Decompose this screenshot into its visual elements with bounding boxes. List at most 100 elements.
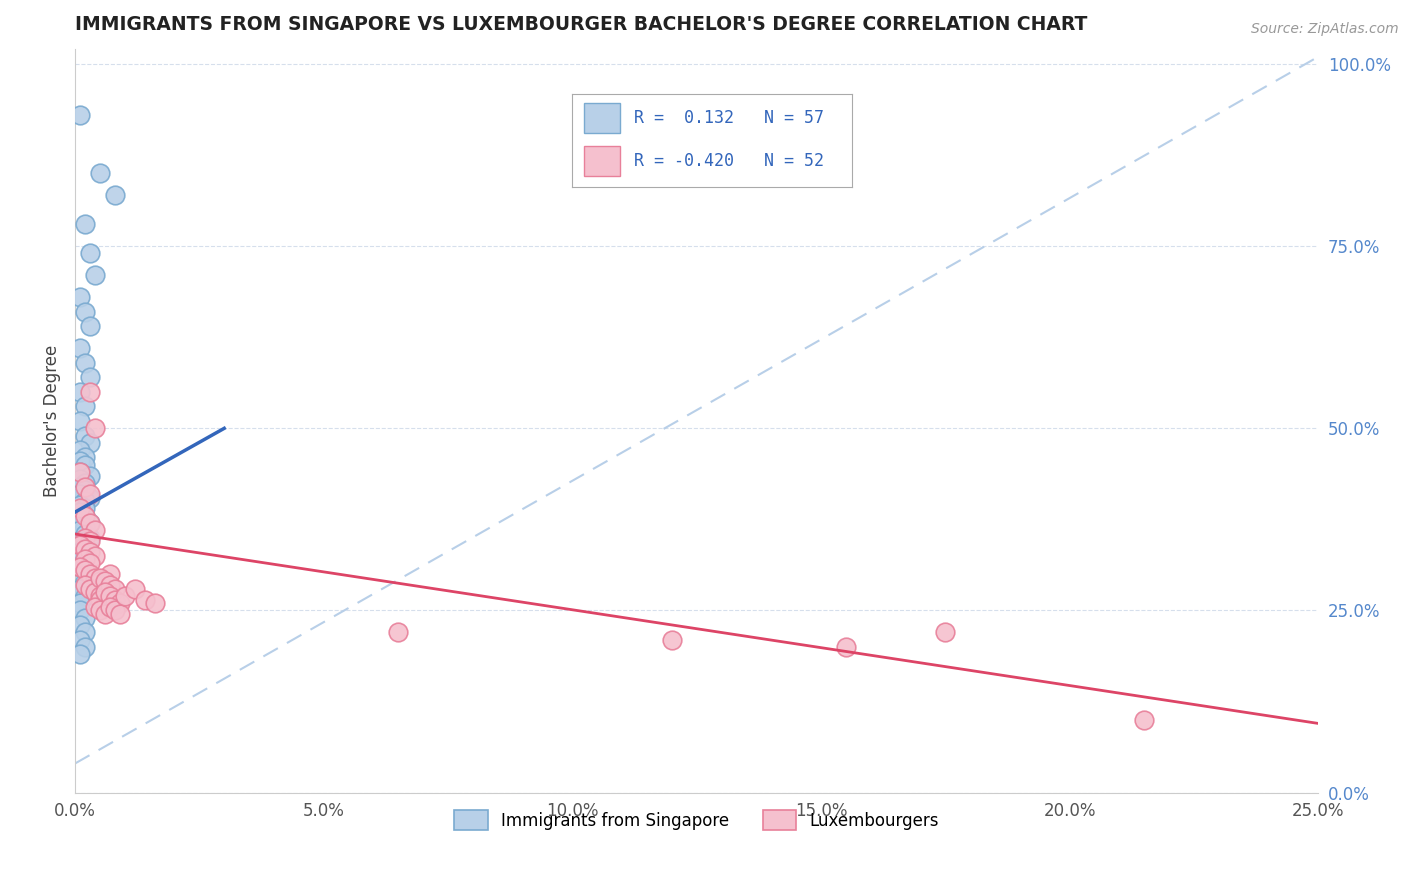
Point — [69, 545, 91, 559]
Point — [79, 567, 101, 582]
Point — [69, 341, 91, 355]
Point — [661, 632, 683, 647]
Point — [69, 414, 91, 428]
Point — [69, 465, 91, 479]
Point — [69, 465, 91, 479]
Point — [73, 428, 96, 442]
Point — [73, 574, 96, 589]
Point — [94, 596, 117, 610]
Point — [73, 450, 96, 465]
Point — [89, 592, 111, 607]
Point — [69, 512, 91, 526]
Point — [69, 524, 91, 538]
Point — [835, 640, 858, 654]
Point — [104, 603, 127, 617]
Point — [69, 559, 91, 574]
Point — [89, 166, 111, 180]
Point — [73, 531, 96, 545]
Point — [69, 632, 91, 647]
Point — [69, 454, 91, 468]
Point — [73, 483, 96, 498]
Point — [79, 491, 101, 505]
Point — [104, 592, 127, 607]
Point — [79, 487, 101, 501]
Point — [98, 599, 121, 614]
Text: IMMIGRANTS FROM SINGAPORE VS LUXEMBOURGER BACHELOR'S DEGREE CORRELATION CHART: IMMIGRANTS FROM SINGAPORE VS LUXEMBOURGE… — [75, 15, 1087, 34]
Point — [69, 647, 91, 661]
Point — [124, 582, 146, 596]
Point — [69, 487, 91, 501]
Point — [79, 370, 101, 384]
Point — [69, 472, 91, 486]
Point — [94, 574, 117, 589]
Point — [73, 527, 96, 541]
Point — [79, 468, 101, 483]
Point — [73, 640, 96, 654]
Point — [79, 384, 101, 399]
Point — [69, 603, 91, 617]
Point — [69, 498, 91, 512]
Point — [134, 592, 156, 607]
Point — [73, 501, 96, 516]
Point — [79, 567, 101, 582]
Point — [79, 556, 101, 570]
Point — [73, 475, 96, 490]
Point — [69, 582, 91, 596]
Point — [83, 549, 105, 563]
Legend: Immigrants from Singapore, Luxembourgers: Immigrants from Singapore, Luxembourgers — [449, 804, 945, 837]
Point — [143, 596, 166, 610]
Point — [69, 538, 91, 552]
Point — [73, 519, 96, 533]
Point — [79, 246, 101, 260]
Point — [69, 108, 91, 122]
Point — [79, 516, 101, 530]
Point — [83, 421, 105, 435]
Point — [114, 589, 136, 603]
Point — [73, 217, 96, 231]
Point — [73, 538, 96, 552]
Point — [73, 356, 96, 370]
Point — [73, 541, 96, 556]
Point — [83, 268, 105, 283]
Point — [73, 552, 96, 566]
Point — [83, 599, 105, 614]
Point — [89, 589, 111, 603]
Point — [69, 618, 91, 632]
Point — [73, 625, 96, 640]
Point — [69, 505, 91, 519]
Point — [73, 494, 96, 508]
Point — [98, 589, 121, 603]
Point — [73, 508, 96, 523]
Point — [69, 290, 91, 304]
Point — [104, 582, 127, 596]
Point — [83, 524, 105, 538]
Point — [73, 563, 96, 577]
Point — [69, 559, 91, 574]
Point — [108, 607, 131, 621]
Point — [83, 571, 105, 585]
Point — [69, 480, 91, 494]
Point — [79, 545, 101, 559]
Point — [108, 596, 131, 610]
Point — [73, 480, 96, 494]
Point — [73, 304, 96, 318]
Point — [89, 574, 111, 589]
Y-axis label: Bachelor's Degree: Bachelor's Degree — [44, 345, 60, 497]
Point — [73, 458, 96, 472]
Point — [387, 625, 409, 640]
Point — [1133, 713, 1156, 727]
Point — [69, 384, 91, 399]
Point — [89, 571, 111, 585]
Point — [79, 319, 101, 334]
Point — [73, 589, 96, 603]
Point — [98, 578, 121, 592]
Point — [79, 534, 101, 549]
Point — [73, 552, 96, 566]
Point — [934, 625, 956, 640]
Point — [79, 436, 101, 450]
Point — [79, 582, 101, 596]
Point — [69, 534, 91, 549]
Text: Source: ZipAtlas.com: Source: ZipAtlas.com — [1251, 22, 1399, 37]
Point — [69, 443, 91, 458]
Point — [94, 607, 117, 621]
